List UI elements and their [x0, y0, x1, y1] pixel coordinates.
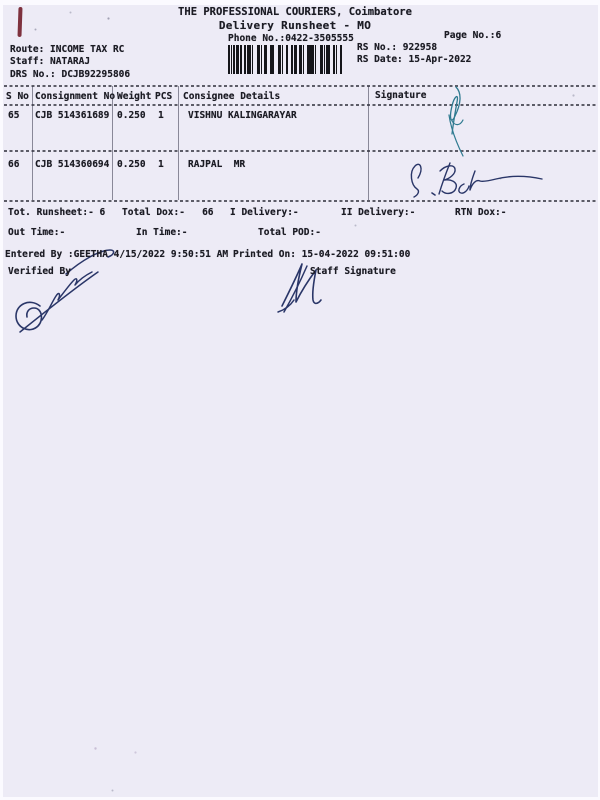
scan-speckles	[0, 0, 1, 1]
entered-by: Entered By :GEETHA 4/15/2022 9:50:51 AM	[5, 249, 229, 260]
cell-consignee: VISHNU KALINGARAYAR	[188, 110, 297, 121]
route-label: Route: INCOME TAX RC	[10, 44, 125, 55]
cell-consignment: CJB 514360694	[35, 159, 110, 170]
out-time: Out Time:-	[8, 227, 66, 238]
signature-ink-verified-by	[15, 249, 115, 333]
column-rule	[32, 86, 33, 200]
in-time: In Time:-	[136, 227, 188, 238]
staff-label: Staff: NATARAJ	[10, 56, 91, 67]
total-pod: Total POD:-	[258, 227, 321, 238]
divider	[4, 104, 596, 106]
rs-number: RS No.: 922958	[357, 42, 438, 53]
page-number: Page No.:6	[444, 30, 502, 41]
total-dox: Total Dox:- 66	[122, 207, 214, 218]
col-header-weight: Weight	[117, 91, 152, 102]
col-header-consignment: Consignment No	[35, 91, 116, 102]
cell-weight: 0.250	[117, 110, 146, 121]
phone-number: Phone No.:0422-3505555	[228, 33, 354, 44]
staff-signature-label: Staff Signature	[310, 266, 396, 277]
drs-number: DRS No.: DCJB92295806	[10, 69, 131, 80]
cell-consignment: CJB 514361689	[35, 110, 110, 121]
signature-ink-row2	[410, 162, 543, 198]
cell-pcs: 1	[158, 110, 164, 121]
column-rule	[368, 86, 369, 200]
signature-ink-staff	[277, 263, 322, 313]
rtn-dox: RTN Dox:-	[455, 207, 507, 218]
runsheet-sheet	[3, 5, 598, 797]
col-header-signature: Signature	[375, 90, 427, 101]
cell-s-no: 65	[8, 110, 20, 121]
printed-on: Printed On: 15-04-2022 09:51:00	[233, 249, 411, 260]
divider	[4, 150, 596, 152]
doc-title: Delivery Runsheet - MO	[218, 19, 372, 32]
rs-date: RS Date: 15-Apr-2022	[357, 54, 472, 65]
divider	[4, 200, 596, 202]
cell-consignee: RAJPAL MR	[188, 159, 246, 170]
divider	[4, 85, 596, 87]
signature-ink-row1	[448, 86, 464, 157]
col-header-s-no: S No	[6, 91, 29, 102]
column-rule	[178, 86, 179, 200]
total-runsheet: Tot. Runsheet:- 6	[8, 207, 106, 218]
verified-by-label: Verified By	[8, 266, 71, 277]
col-header-consignee: Consignee Details	[183, 91, 281, 102]
cell-s-no: 66	[8, 159, 20, 170]
cell-weight: 0.250	[117, 159, 146, 170]
barcode-image	[228, 45, 342, 74]
i-delivery: I Delivery:-	[230, 207, 299, 218]
company-title: THE PROFESSIONAL COURIERS, Coimbatore	[178, 6, 412, 18]
cell-pcs: 1	[158, 159, 164, 170]
column-rule	[112, 86, 113, 200]
ii-delivery: II Delivery:-	[341, 207, 416, 218]
col-header-pcs: PCS	[155, 91, 173, 102]
